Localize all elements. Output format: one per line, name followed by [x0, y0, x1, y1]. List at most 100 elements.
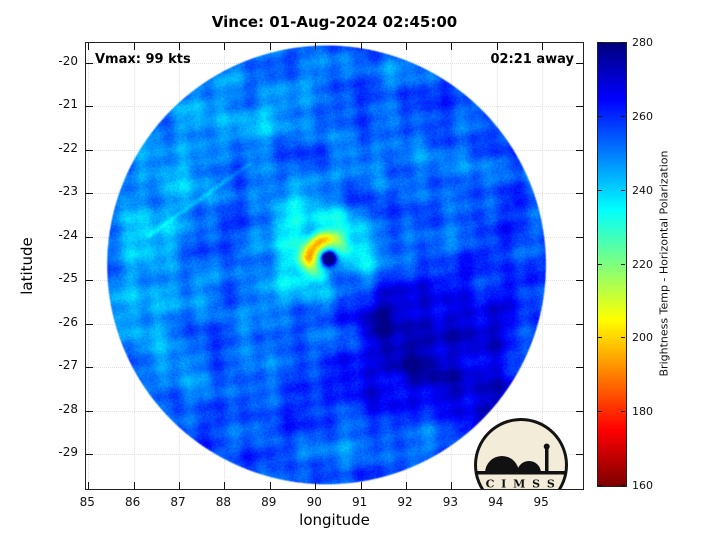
- y-tick-label: -21: [58, 97, 78, 112]
- colorbar-tick-mark: [598, 115, 602, 117]
- x-tick-mark: [88, 482, 90, 489]
- y-tick-label: -27: [58, 358, 78, 373]
- y-tick-mark: [86, 149, 93, 151]
- y-tick-mark: [86, 410, 93, 412]
- x-tick-mark: [179, 482, 181, 489]
- y-tick-mark: [576, 236, 583, 238]
- y-tick-label: -26: [58, 314, 78, 329]
- colorbar-tick-mark: [621, 263, 625, 265]
- y-tick-mark: [86, 236, 93, 238]
- x-tick-mark: [451, 43, 453, 50]
- y-axis-label: latitude: [18, 237, 37, 295]
- y-tick-label: -23: [58, 184, 78, 199]
- colorbar-tick-mark: [598, 337, 602, 339]
- x-tick-mark: [360, 482, 362, 489]
- y-tick-mark: [576, 280, 583, 282]
- y-tick-mark: [576, 193, 583, 195]
- colorbar-tick-label: 240: [632, 183, 653, 197]
- y-tick-mark: [86, 454, 93, 456]
- vmax-annotation: Vmax: 99 kts: [95, 52, 191, 67]
- colorbar-tick-label: 220: [632, 257, 653, 271]
- x-tick-mark: [269, 482, 271, 489]
- colorbar-tick-label: 180: [632, 405, 653, 419]
- colorbar: [597, 42, 627, 487]
- y-axis-label-wrap: latitude: [14, 42, 40, 490]
- x-tick-label: 94: [488, 495, 504, 509]
- y-tick-mark: [576, 62, 583, 64]
- colorbar-tick-label: 200: [632, 331, 653, 345]
- colorbar-tick-mark: [598, 263, 602, 265]
- roofline: [475, 471, 567, 475]
- x-tick-label: 88: [215, 495, 232, 509]
- colorbar-gradient: [598, 43, 626, 486]
- y-tick-mark: [86, 323, 93, 325]
- x-tick-label: 90: [306, 495, 322, 509]
- colorbar-tick-mark: [621, 411, 625, 413]
- x-tick-mark: [405, 482, 407, 489]
- colorbar-label: Brightness Temp - Horizontal Polarizatio…: [657, 150, 671, 377]
- colorbar-tick-label: 280: [632, 36, 653, 49]
- x-tick-label: 95: [533, 495, 549, 509]
- x-tick-label: 86: [125, 495, 141, 509]
- y-tick-mark: [576, 454, 583, 456]
- y-tick-label: -22: [58, 140, 78, 155]
- x-tick-mark: [224, 43, 226, 50]
- y-tick-mark: [576, 323, 583, 325]
- x-tick-label: 92: [397, 495, 413, 509]
- y-tick-label: -25: [58, 271, 78, 286]
- colorbar-tick-mark: [621, 337, 625, 339]
- antenna-ball-icon: [543, 443, 550, 450]
- y-tick-mark: [86, 367, 93, 369]
- x-axis-label: longitude: [299, 511, 370, 529]
- y-tick-mark: [86, 280, 93, 282]
- radome-dome-small-icon: [517, 461, 541, 473]
- x-tick-mark: [269, 43, 271, 50]
- x-tick-mark: [360, 43, 362, 50]
- colorbar-tick-mark: [598, 411, 602, 413]
- cimss-logo-text: C I M S S: [486, 478, 557, 491]
- storm-brightness-temp-image: [86, 43, 583, 489]
- x-tick-mark: [496, 43, 498, 50]
- y-tick-label: -24: [58, 227, 78, 242]
- x-tick-label: 85: [79, 495, 95, 509]
- colorbar-tick-mark: [598, 42, 602, 43]
- x-tick-mark: [315, 43, 317, 50]
- x-tick-label: 87: [170, 495, 186, 509]
- y-tick-mark: [86, 106, 93, 108]
- x-tick-mark: [405, 43, 407, 50]
- colorbar-tick-mark: [621, 189, 625, 191]
- antenna-tower-icon: [545, 449, 549, 473]
- radome-dome-icon: [485, 456, 519, 473]
- y-tick-mark: [576, 106, 583, 108]
- y-tick-mark: [576, 149, 583, 151]
- cimss-logo: C I M S S: [474, 418, 568, 491]
- eta-annotation: 02:21 away: [490, 52, 574, 67]
- colorbar-tick-label: 260: [632, 109, 653, 123]
- colorbar-tick-mark: [621, 485, 625, 486]
- x-tick-mark: [88, 43, 90, 50]
- colorbar-tick-mark: [598, 189, 602, 191]
- plot-area: Vmax: 99 kts 02:21 away C I M S S: [85, 42, 584, 490]
- y-tick-mark: [86, 62, 93, 64]
- x-tick-mark: [133, 482, 135, 489]
- x-tick-mark: [451, 482, 453, 489]
- x-tick-label: 91: [351, 495, 368, 509]
- colorbar-label-wrap: Brightness Temp - Horizontal Polarizatio…: [652, 42, 676, 485]
- x-tick-label: 89: [261, 495, 277, 509]
- y-tick-mark: [576, 410, 583, 412]
- y-tick-mark: [576, 367, 583, 369]
- x-tick-label: 93: [442, 495, 458, 509]
- x-tick-mark: [133, 43, 135, 50]
- colorbar-tick-mark: [621, 115, 625, 117]
- colorbar-tick-mark: [621, 42, 625, 43]
- y-tick-label: -20: [58, 53, 78, 68]
- cimss-logo-art: [475, 443, 567, 475]
- x-tick-mark: [542, 43, 544, 50]
- y-tick-label: -29: [58, 445, 78, 460]
- x-tick-mark: [179, 43, 181, 50]
- colorbar-tick-label: 160: [632, 479, 653, 492]
- colorbar-tick-mark: [598, 485, 602, 486]
- x-tick-mark: [315, 482, 317, 489]
- plot-title: Vince: 01-Aug-2024 02:45:00: [211, 13, 458, 31]
